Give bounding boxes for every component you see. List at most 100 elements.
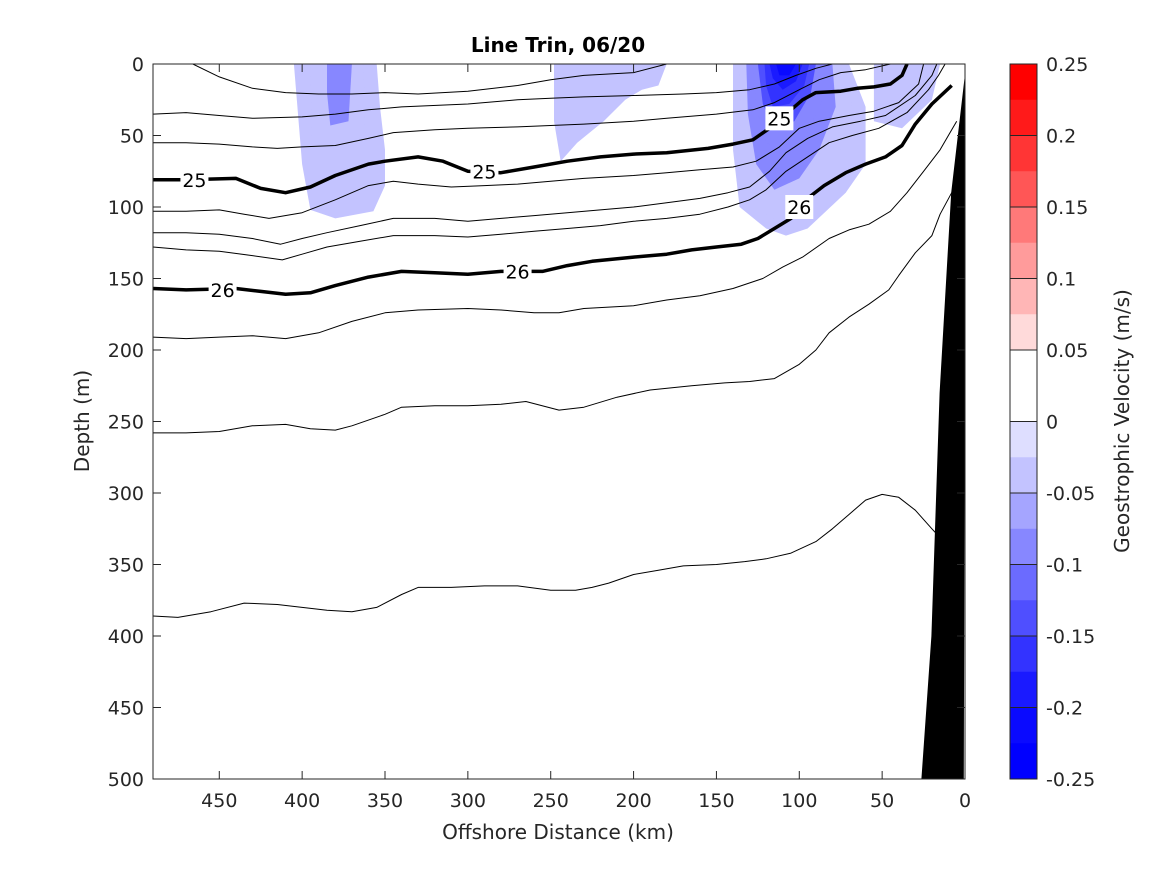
x-tick-label: 50 [870,790,894,812]
x-tick-label: 100 [781,790,817,812]
y-tick-label: 450 [108,698,144,720]
positive-velocity-region [255,64,276,143]
plot-area: 25 25 25 26 26 26 [152,63,966,780]
colorbar-band [1010,421,1037,458]
negative-velocity-region [310,64,366,200]
labeled-density-contour [153,84,953,296]
y-tick-label: 400 [108,626,144,648]
contour-label-layer: 25 25 25 26 26 26 [180,106,814,302]
colorbar-band [1010,64,1037,101]
x-tick-label: 250 [533,790,569,812]
colorbar-tick-label: 0.1 [1046,269,1076,291]
chart-title: Line Trin, 06/20 [471,33,645,57]
seafloor-bathymetry [921,78,965,779]
colorbar-band [1010,242,1037,279]
x-tick-label: 350 [367,790,403,812]
x-tick-label: 300 [450,790,486,812]
density-contour [153,64,925,219]
y-tick-label: 100 [108,197,144,219]
colorbar-tick-label: 0.25 [1046,54,1088,76]
positive-velocity-region [414,64,425,82]
colorbar-bands [1010,64,1037,780]
colorbar-tick-label: 0.15 [1046,197,1088,219]
colorbar-band [1010,385,1037,422]
density-contour-layer [153,64,958,618]
colorbar-band [1010,350,1037,387]
positive-velocity-region [769,564,806,779]
y-tick-label: 200 [108,340,144,362]
contour-label: 26 [787,197,811,219]
density-contour [192,64,667,95]
colorbar-band [1010,743,1037,780]
colorbar-tick-label: -0.1 [1046,555,1083,577]
y-tick-label: 500 [108,769,144,791]
colorbar-tick-label: 0.2 [1046,126,1076,148]
colorbar-tick-label: 0.05 [1046,340,1088,362]
y-tick-label: 0 [132,54,144,76]
contour-label: 26 [505,261,529,283]
colorbar-band [1010,457,1037,494]
contour-label-background [765,106,794,131]
colorbar-tick-label: -0.15 [1046,626,1095,648]
y-tick-label: 50 [120,126,144,148]
x-tick-label: 400 [284,790,320,812]
labeled-density-contour [153,64,909,195]
colorbar-label: Geostrophic Velocity (m/s) [1110,289,1134,553]
contour-label: 25 [767,108,791,130]
density-contour [153,192,953,434]
x-tick-label: 200 [615,790,651,812]
contour-label: 25 [182,170,206,192]
positive-velocity-region [744,357,841,779]
y-tick-label: 250 [108,412,144,434]
negative-velocity-region [776,64,796,76]
density-contour [153,493,946,618]
contour-label-background [785,195,814,219]
positive-velocity-region [330,593,377,779]
x-tick-label: 0 [959,790,971,812]
density-contour [153,64,938,245]
contour-label: 25 [472,161,496,183]
density-contour [153,64,833,119]
y-tick-label: 300 [108,483,144,505]
colorbar-tick-label: -0.05 [1046,483,1095,505]
colorbar-band [1010,135,1037,172]
contour-label-background [470,159,499,184]
colorbar-band [1010,707,1037,744]
density-contour [153,64,891,149]
x-axis-label: Offshore Distance (km) [442,820,674,844]
negative-velocity-region [769,64,803,90]
colorbar-band [1010,564,1037,601]
colorbar-tick-label: 0 [1046,412,1058,434]
y-tick-label: 150 [108,269,144,291]
contour-label-background [208,277,237,302]
y-axis: 0 50 100 150 200 250 300 350 400 450 500 [108,54,965,791]
density-contour [153,120,958,340]
x-axis: 450 400 350 300 250 200 150 100 50 0 [201,64,971,812]
colorbar-band [1010,278,1037,315]
y-tick-label: 350 [108,555,144,577]
bathymetry-layer [921,78,965,779]
x-tick-label: 150 [698,790,734,812]
colorbar: 0.25 0.2 0.15 0.1 0.05 0 -0.05 -0.1 -0.15 -0.2 -0.… [1009,54,1134,791]
colorbar-ticks: 0.25 0.2 0.15 0.1 0.05 0 -0.05 -0.1 -0.15 -0.2 -0.… [1010,54,1095,791]
density-contour [153,64,946,261]
colorbar-band [1010,99,1037,136]
colorbar-band [1010,314,1037,351]
colorbar-band [1010,600,1037,637]
colorbar-tick-label: -0.25 [1046,769,1095,791]
positive-velocity-region [393,64,443,136]
negative-velocity-region [554,64,667,162]
colorbar-band [1010,636,1037,673]
negative-velocity-region [327,64,352,126]
colorbar-band [1010,207,1037,244]
colorbar-band [1010,671,1037,708]
colorbar-band [1010,528,1037,565]
positive-velocity-region [898,295,917,396]
colorbar-band [1010,171,1037,208]
contour-label-background [180,167,209,192]
contour-label: 26 [211,280,235,302]
x-tick-label: 450 [201,790,237,812]
colorbar-tick-label: -0.2 [1046,698,1083,720]
colorbar-band [1010,493,1037,530]
